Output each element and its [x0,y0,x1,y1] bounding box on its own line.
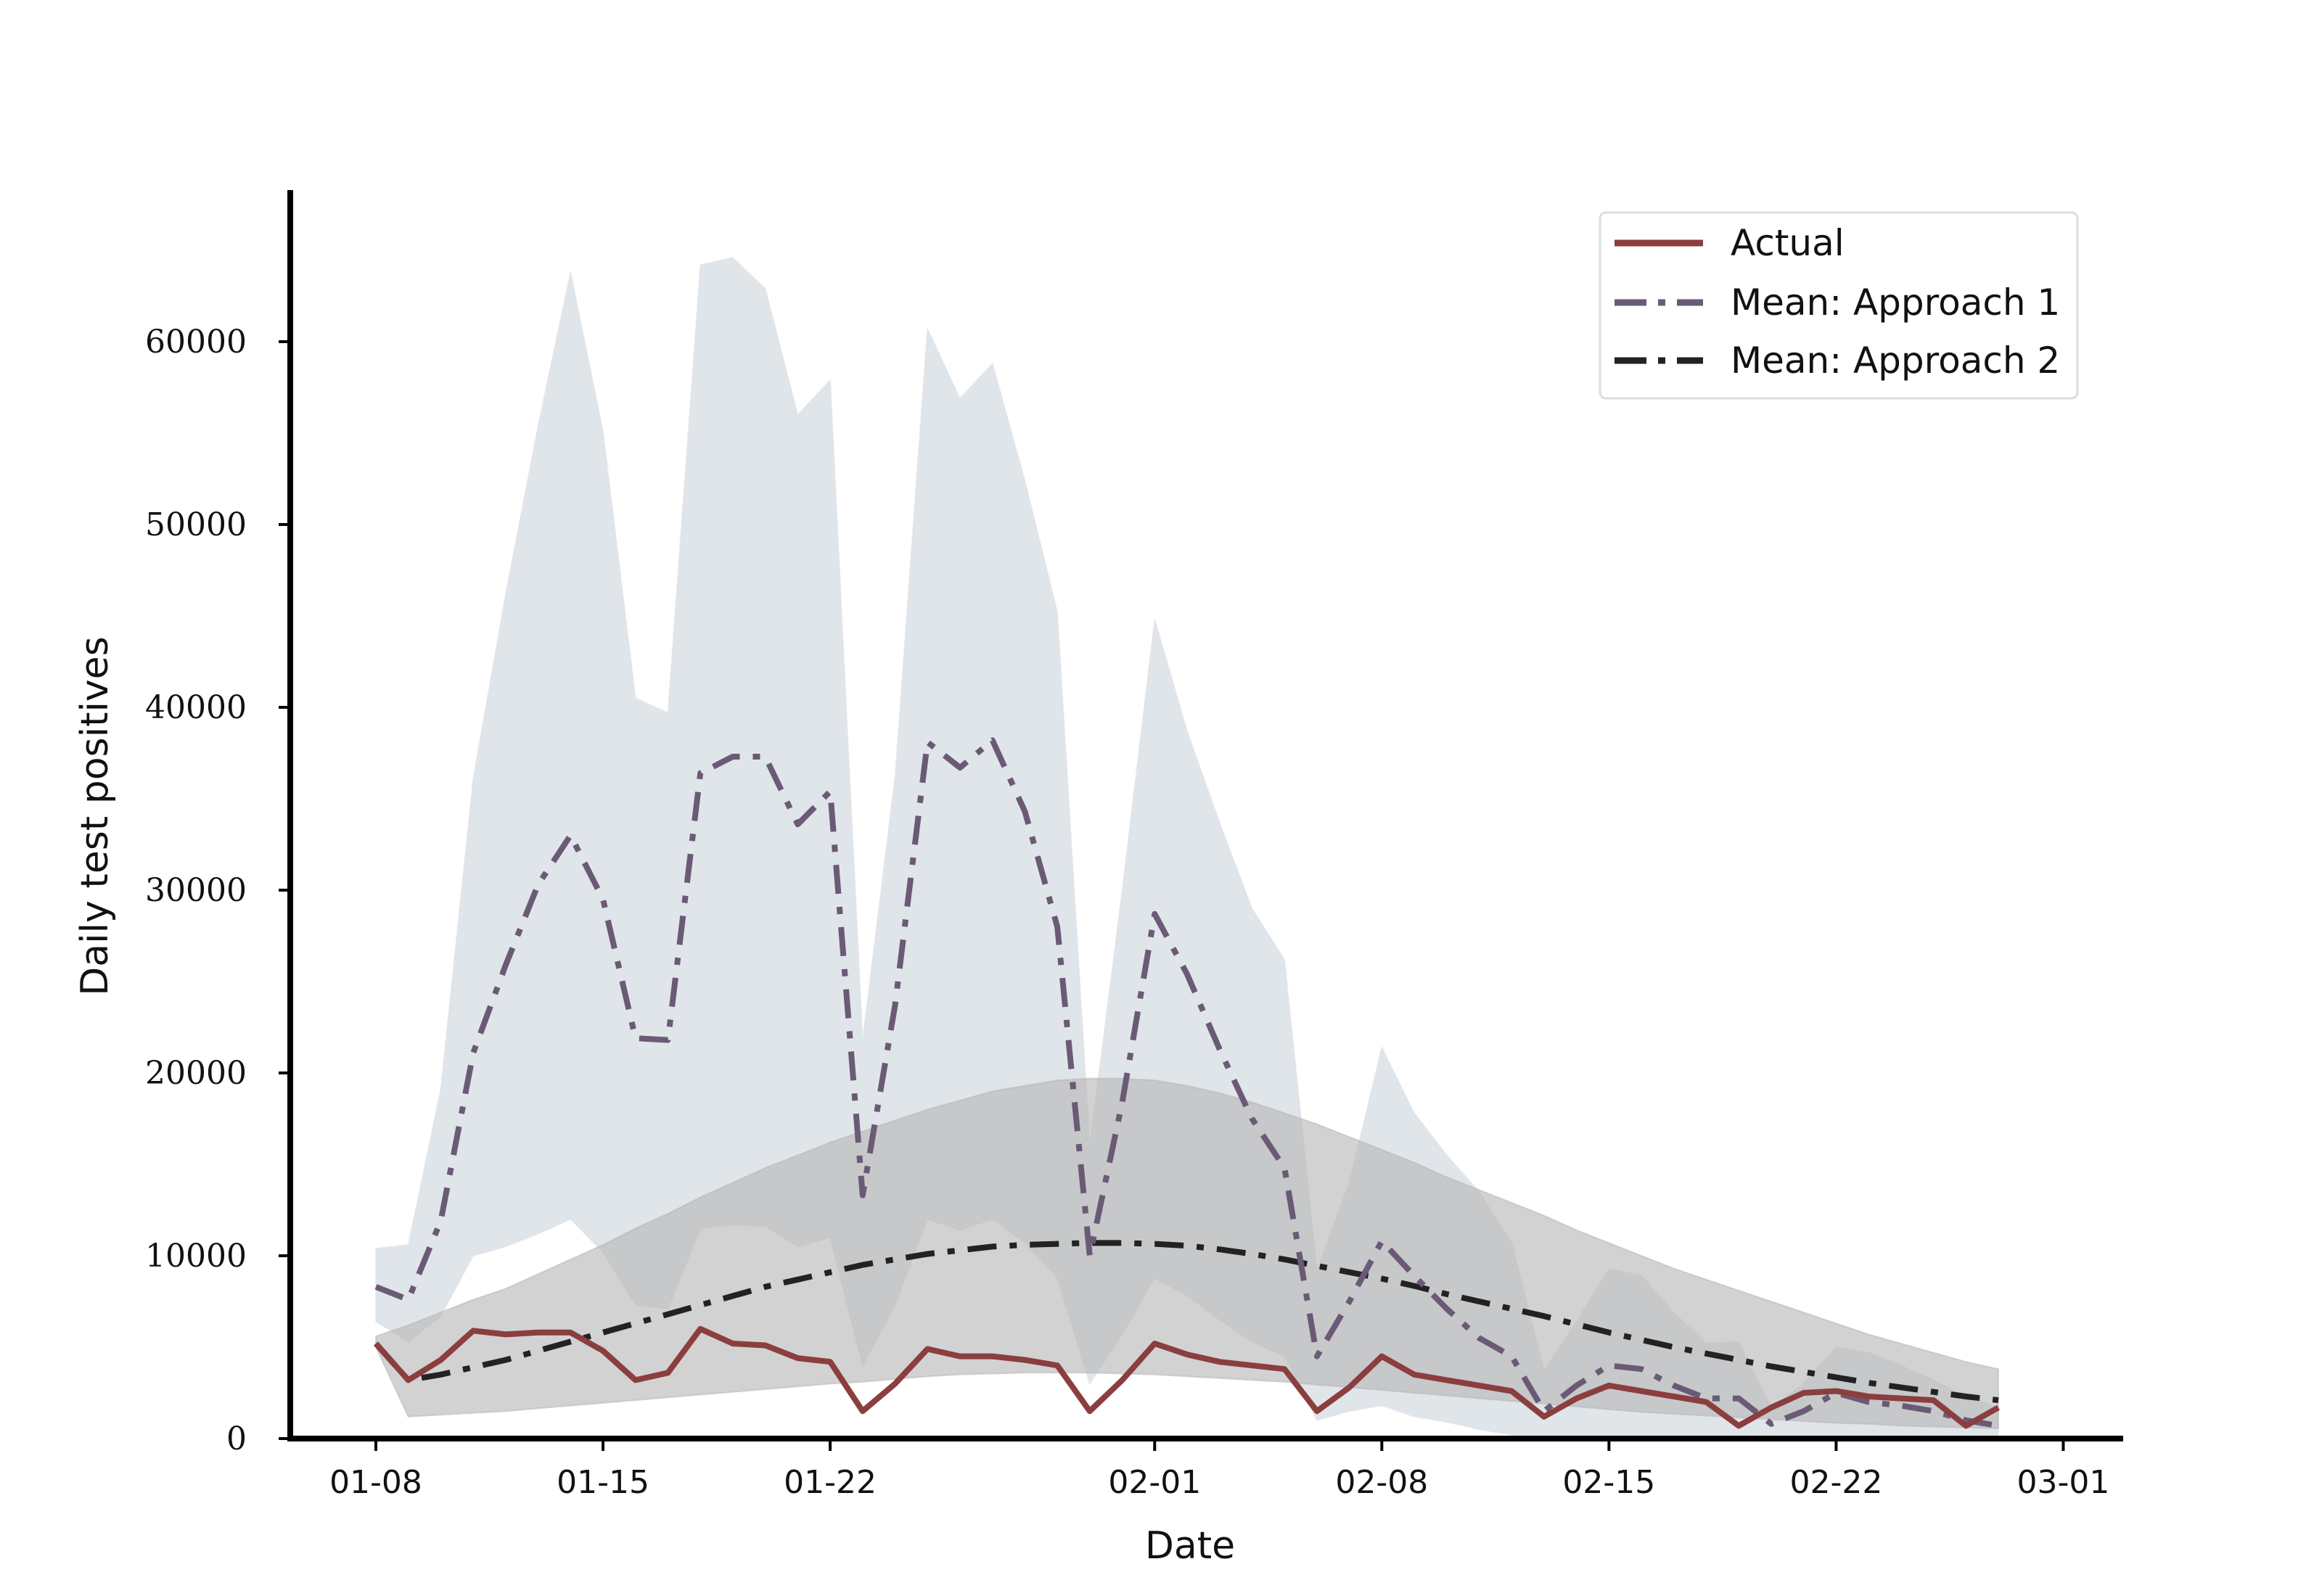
x-axis-label: Date [1145,1524,1235,1568]
y-tick-label: 0 [226,1420,247,1457]
y-axis-label: Daily test positives [73,636,117,996]
line-approach-2 [374,1240,1999,1404]
x-tick-label: 03-01 [2017,1464,2110,1501]
x-axis-ticks: 01-08 01-15 01-22 02-01 02-08 02-15 02-22 03-01 [329,1439,2109,1501]
x-tick-label: 01-15 [557,1464,649,1501]
line-approach-1 [374,737,1999,1429]
x-tick-label: 01-08 [329,1464,422,1501]
confidence-bands [375,257,1999,1439]
legend: Actual Mean: Approach 1 Mean: Approach 2 [1599,211,2079,400]
x-tick-label: 02-08 [1335,1464,1428,1501]
series-lines [374,737,2000,1429]
line-actual [374,1325,2000,1429]
axes [287,190,2123,1441]
y-tick-label: 10000 [145,1238,247,1275]
legend-label-approach-1: Mean: Approach 1 [1731,281,2060,324]
y-tick-label: 40000 [145,689,247,726]
band-approach-2 [375,1077,1999,1430]
y-tick-label: 30000 [145,872,247,909]
y-tick-label: 60000 [145,324,247,361]
x-tick-label: 02-22 [1789,1464,1882,1501]
legend-frame [1599,211,2079,400]
x-tick-label: 01-22 [784,1464,877,1501]
y-axis-ticks: 0 10000 20000 30000 40000 50000 60000 [145,324,290,1457]
y-tick-label: 50000 [145,506,247,543]
x-tick-label: 02-15 [1562,1464,1655,1501]
legend-label-actual: Actual [1731,222,1845,264]
y-tick-label: 20000 [145,1055,247,1092]
x-tick-label: 02-01 [1108,1464,1201,1501]
legend-label-approach-2: Mean: Approach 2 [1731,340,2060,382]
